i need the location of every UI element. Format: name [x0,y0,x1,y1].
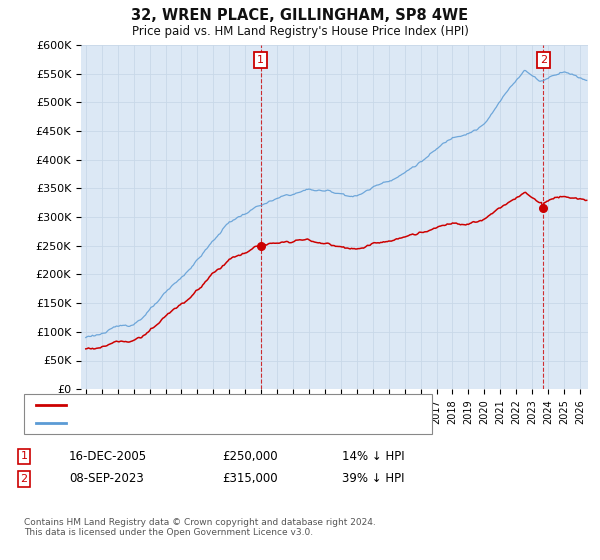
Text: 1: 1 [257,55,264,65]
Text: 16-DEC-2005: 16-DEC-2005 [69,450,147,463]
Text: £315,000: £315,000 [222,472,278,486]
Text: 39% ↓ HPI: 39% ↓ HPI [342,472,404,486]
Text: £250,000: £250,000 [222,450,278,463]
Text: Price paid vs. HM Land Registry's House Price Index (HPI): Price paid vs. HM Land Registry's House … [131,25,469,38]
Text: 1: 1 [20,451,28,461]
Text: Contains HM Land Registry data © Crown copyright and database right 2024.
This d: Contains HM Land Registry data © Crown c… [24,518,376,538]
Text: 32, WREN PLACE, GILLINGHAM, SP8 4WE: 32, WREN PLACE, GILLINGHAM, SP8 4WE [131,8,469,24]
Text: 2: 2 [20,474,28,484]
Text: 32, WREN PLACE, GILLINGHAM, SP8 4WE (detached house): 32, WREN PLACE, GILLINGHAM, SP8 4WE (det… [72,400,395,409]
Text: 08-SEP-2023: 08-SEP-2023 [69,472,144,486]
Text: HPI: Average price, detached house, Dorset: HPI: Average price, detached house, Dors… [72,418,311,428]
Text: 2: 2 [539,55,547,65]
Text: 14% ↓ HPI: 14% ↓ HPI [342,450,404,463]
